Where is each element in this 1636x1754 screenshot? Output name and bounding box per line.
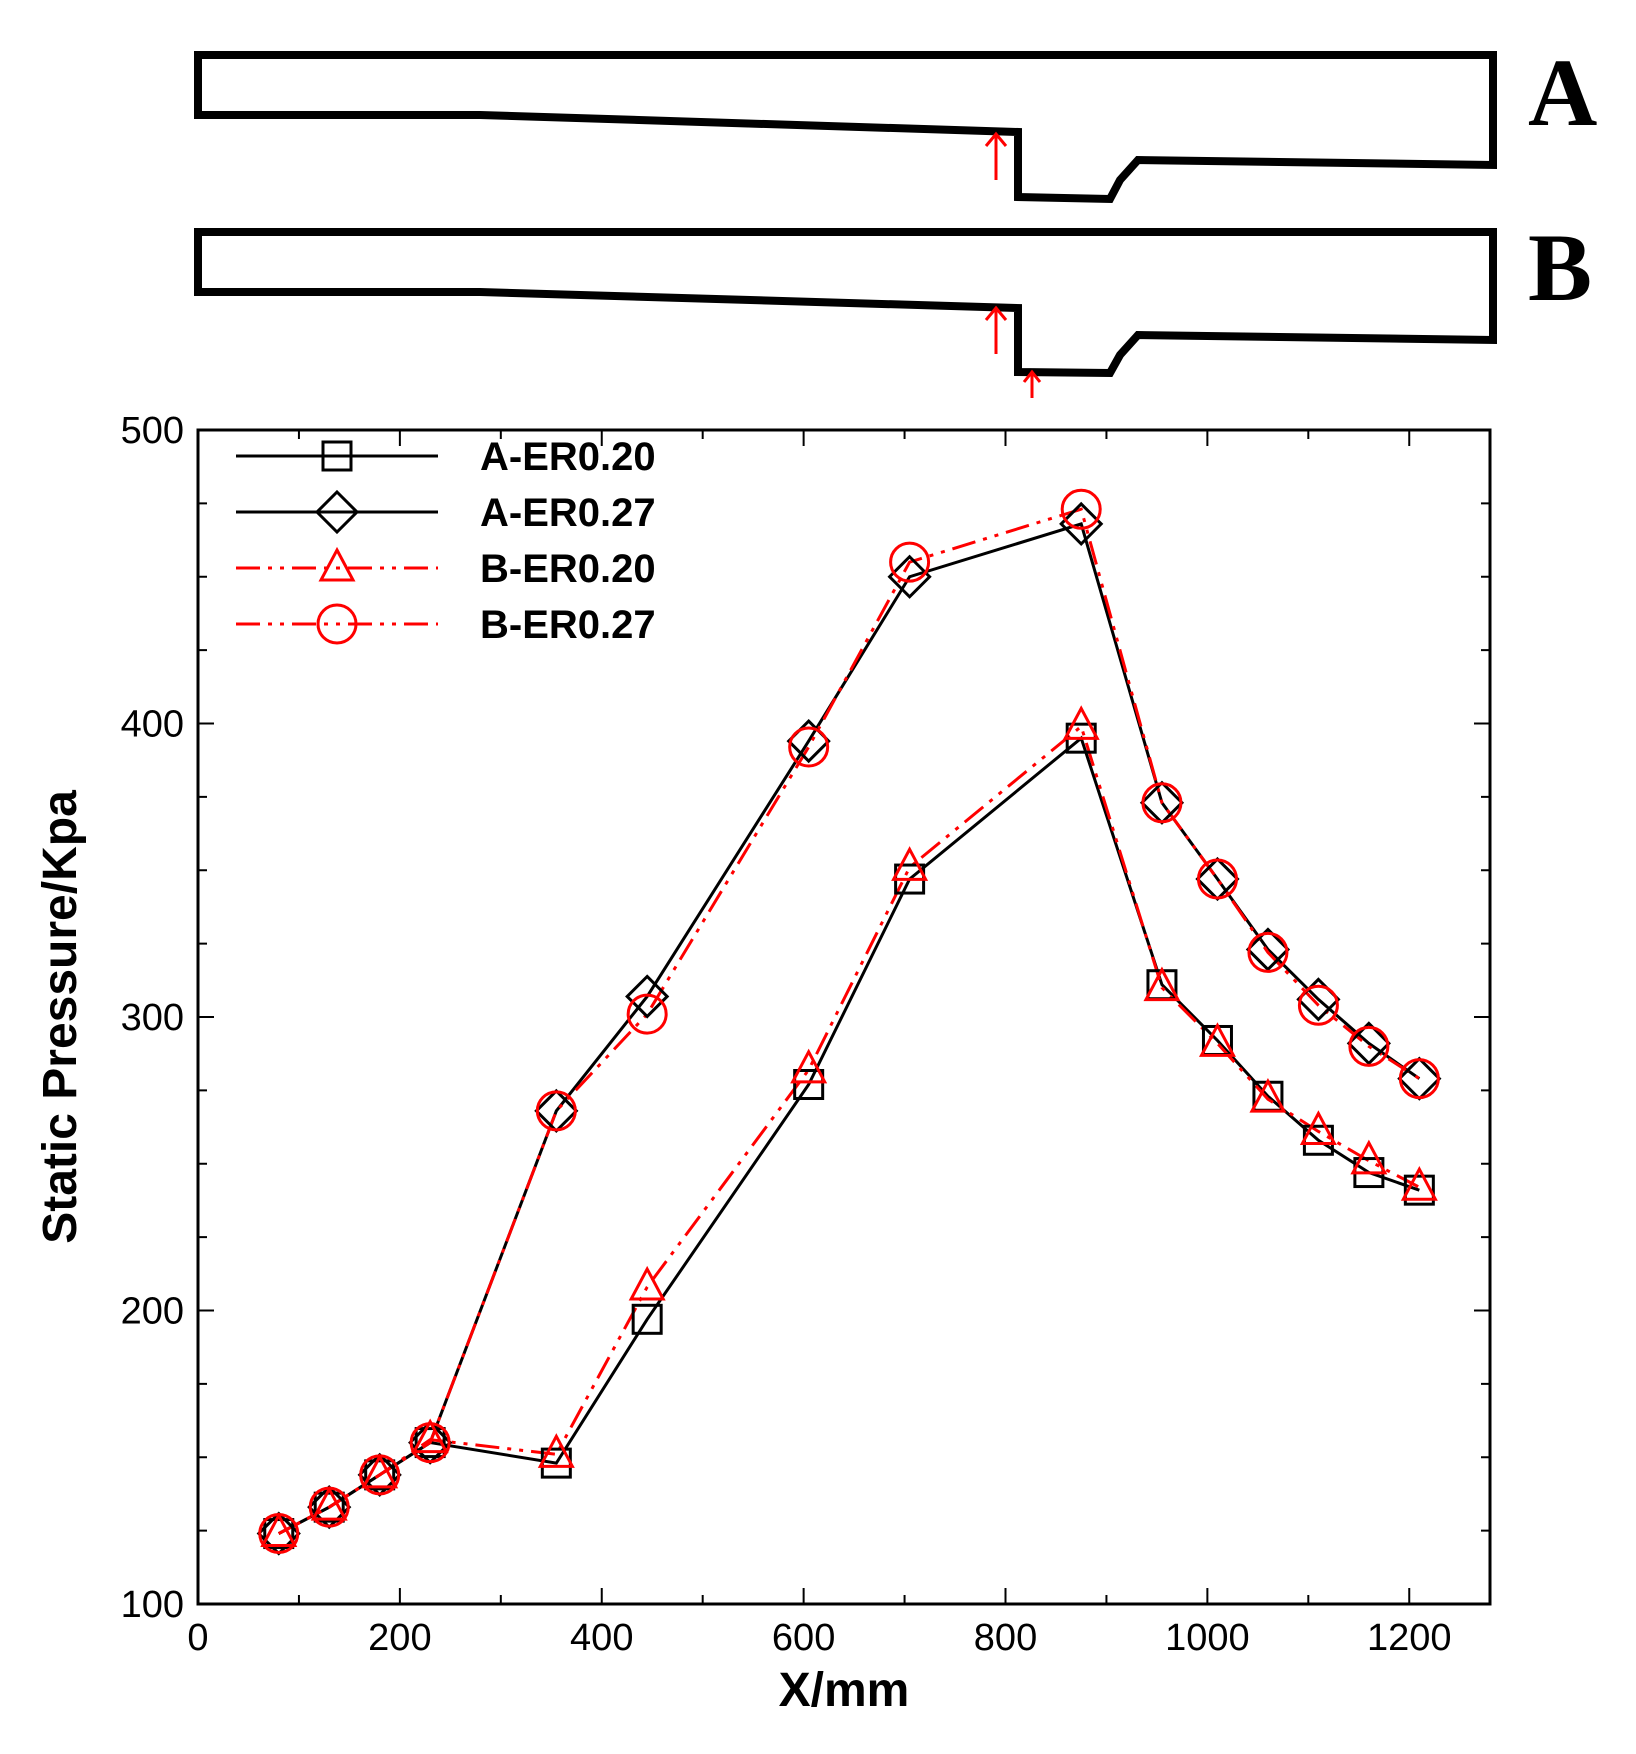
x-tick-label: 800 (974, 1617, 1037, 1659)
legend-label-b-er0-27: B-ER0.27 (480, 603, 656, 647)
data-point-b-er0-20 (628, 1265, 666, 1301)
data-point-b-er0-20 (1350, 1139, 1388, 1175)
y-tick-label: 500 (121, 410, 184, 452)
series-line-a-er0-27 (278, 522, 1421, 1535)
data-point-a-er0-27 (1059, 501, 1104, 547)
data-point-b-er0-20 (1143, 966, 1181, 1002)
series-line-b-er0-27 (278, 507, 1421, 1535)
data-point-a-er0-20 (414, 1427, 446, 1459)
data-point-b-er0-20 (1062, 705, 1100, 740)
data-point-b-er0-27 (1348, 1025, 1390, 1067)
x-tick-label: 0 (187, 1617, 208, 1659)
schematic-b-outline (194, 228, 1497, 378)
data-point-b-er0-27 (889, 541, 931, 583)
data-point-b-er0-27 (1196, 858, 1238, 900)
data-point-b-er0-27 (1247, 931, 1289, 973)
data-point-a-er0-20 (631, 1303, 663, 1335)
data-point-a-er0-20 (313, 1491, 345, 1523)
legend-label-a-er0-20: A-ER0.20 (480, 435, 656, 479)
schematic-a-arrow (984, 131, 1008, 180)
data-point-a-er0-27 (1346, 1021, 1391, 1066)
y-tick-label: 200 (121, 1291, 184, 1333)
x-axis-title: X/mm (779, 1664, 910, 1717)
x-tick-label: 600 (772, 1617, 835, 1659)
legend-label-b-er0-20: B-ER0.20 (480, 547, 656, 591)
data-point-b-er0-27 (626, 993, 668, 1035)
data-point-b-er0-27 (308, 1486, 350, 1528)
legend-marker-b-er0-20 (318, 546, 356, 582)
legend-marker-a-er0-20 (321, 440, 353, 472)
schematic-b: B (194, 214, 1592, 398)
series-lines (278, 507, 1421, 1535)
data-point-b-er0-27 (359, 1454, 401, 1496)
series-line-a-er0-20 (278, 735, 1420, 1535)
data-point-b-er0-20 (537, 1433, 575, 1468)
series-markers (256, 488, 1442, 1556)
data-point-b-er0-20 (1400, 1166, 1438, 1201)
data-point-b-er0-20 (1249, 1077, 1287, 1113)
schematic-b-label: B (1528, 214, 1592, 321)
data-point-b-er0-27 (1297, 984, 1339, 1026)
data-point-a-er0-27 (1245, 927, 1291, 972)
series-line-b-er0-20 (278, 723, 1421, 1535)
data-point-a-er0-20 (263, 1518, 295, 1550)
schematic-a-label: A (1528, 39, 1597, 146)
data-point-b-er0-27 (1141, 782, 1183, 824)
data-point-b-er0-20 (790, 1048, 828, 1084)
data-point-b-er0-20 (361, 1453, 399, 1489)
legend: A-ER0.20 A-ER0.27 B-ER0.20 B-ER0.27 (236, 435, 656, 647)
data-point-b-er0-20 (310, 1485, 348, 1521)
data-point-b-er0-27 (258, 1513, 300, 1555)
data-point-b-er0-27 (535, 1090, 577, 1132)
data-point-a-er0-20 (364, 1459, 396, 1491)
y-tick-label: 300 (121, 997, 184, 1039)
data-point-b-er0-27 (1060, 488, 1102, 530)
data-point-b-er0-20 (1198, 1022, 1236, 1057)
legend-label-a-er0-27: A-ER0.27 (480, 491, 656, 535)
data-point-a-er0-27 (887, 554, 932, 599)
y-tick-label: 100 (121, 1584, 184, 1626)
data-point-a-er0-27 (625, 974, 670, 1019)
data-point-b-er0-27 (1398, 1058, 1440, 1100)
data-point-a-er0-20 (793, 1069, 825, 1101)
data-point-b-er0-20 (260, 1512, 298, 1548)
plot-frame (196, 428, 1492, 1606)
x-tick-label: 1000 (1165, 1617, 1250, 1659)
axis-ticks: 0 200 400 600 800 1000 1200 100 200 300 400 500 (121, 410, 1490, 1659)
legend-marker-b-er0-27 (316, 603, 358, 645)
data-point-b-er0-20 (1299, 1110, 1337, 1145)
x-tick-label: 1200 (1367, 1617, 1452, 1659)
schematic-b-arrow-2 (1022, 369, 1042, 398)
data-point-a-er0-20 (1403, 1174, 1435, 1206)
data-point-b-er0-27 (409, 1422, 451, 1464)
data-point-b-er0-20 (411, 1418, 449, 1454)
x-tick-label: 400 (570, 1617, 633, 1659)
schematic-a: A (194, 39, 1597, 204)
data-point-b-er0-27 (788, 726, 830, 768)
schematic-a-outline (194, 51, 1497, 204)
y-axis-title: Static Pressure/Kpa (34, 790, 87, 1244)
y-tick-label: 400 (121, 704, 184, 746)
data-point-b-er0-20 (891, 846, 929, 881)
chart: 0 200 400 600 800 1000 1200 100 200 300 400 500 A-E… (34, 410, 1492, 1717)
legend-marker-a-er0-27 (314, 489, 360, 535)
x-tick-label: 200 (368, 1617, 431, 1659)
schematic-b-arrow-1 (984, 305, 1008, 354)
